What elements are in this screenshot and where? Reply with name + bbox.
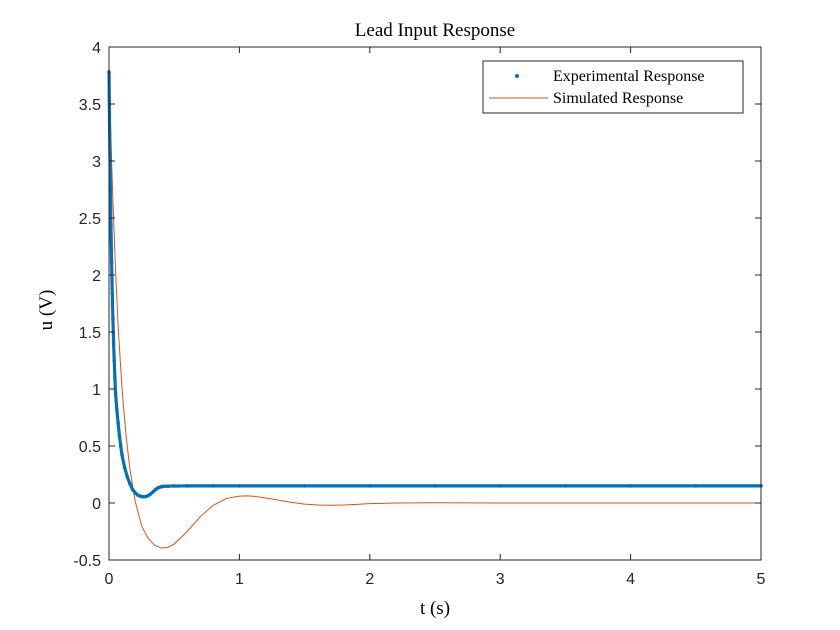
y-tick-label: -0.5 — [73, 553, 101, 570]
plot-area — [109, 47, 761, 560]
ticks-layer: 0 1 2 3 4 5-0.500.511.522.533.54 — [73, 40, 765, 588]
y-tick-label: 2 — [92, 268, 101, 285]
x-tick-label: 0 — [105, 571, 114, 588]
axes-box — [108, 46, 762, 561]
x-tick-label: 2 — [365, 571, 374, 588]
y-tick-label: 1.5 — [79, 325, 101, 342]
x-tick-label: 4 — [626, 571, 635, 588]
x-tick-label: 1 — [235, 571, 244, 588]
series-markers-experimental — [107, 70, 763, 499]
y-tick-label: 1 — [92, 382, 101, 399]
chart-title: Lead Input Response — [355, 20, 515, 41]
legend-box — [482, 60, 744, 114]
x-tick-label: 3 — [496, 571, 505, 588]
y-tick-label: 0 — [92, 496, 101, 513]
y-tick-label: 3 — [92, 154, 101, 171]
legend: Experimental Response Simulated Response — [482, 60, 744, 114]
series-line-simulated — [108, 69, 761, 549]
y-tick-label: 3.5 — [79, 97, 101, 114]
legend-label-simulated: Simulated Response — [553, 90, 683, 107]
x-axis-label: t (s) — [420, 598, 450, 619]
y-axis-label: u (V) — [36, 290, 57, 331]
x-tick-label: 5 — [757, 571, 766, 588]
series-layer — [107, 69, 763, 549]
y-tick-label: 0.5 — [79, 439, 101, 456]
legend-marker-experimental — [515, 74, 519, 78]
y-tick-label: 2.5 — [79, 211, 101, 228]
y-tick-label: 4 — [92, 40, 101, 57]
legend-label-experimental: Experimental Response — [553, 68, 705, 85]
